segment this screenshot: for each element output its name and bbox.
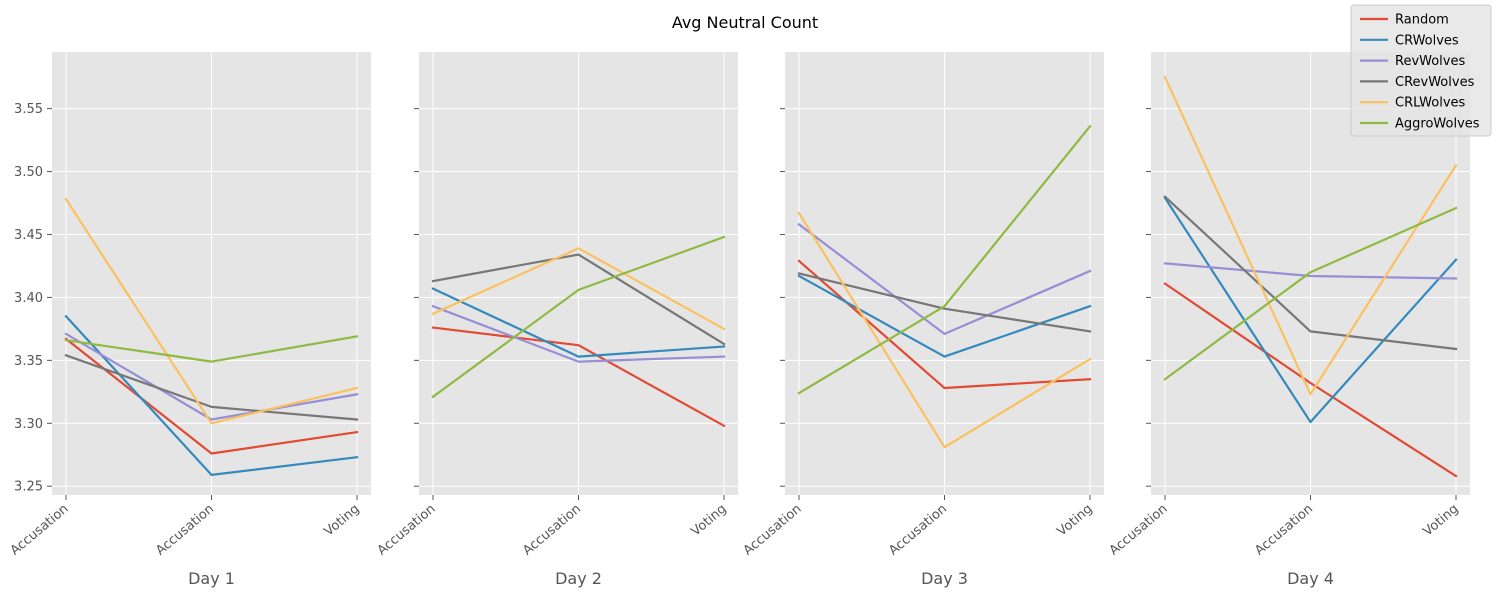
legend: Random CRWolves RevWolves CRevWolves CRLWolv… [1350,4,1492,137]
series-line-crwolves [431,287,726,358]
series-line-aggrowolves [797,124,1092,395]
legend-label: CRevWolves [1395,75,1475,90]
series-line-aggrowolves [64,335,359,363]
y-tick-label: 3.25 [14,480,43,495]
x-tick-label: Accusation [375,502,439,559]
series-line-crevwolves [797,272,1092,333]
legend-label: CRWolves [1395,33,1459,48]
series-line-crevwolves [431,253,726,346]
x-tick-label: Accusation [741,502,805,559]
legend-label: RevWolves [1395,54,1465,69]
y-tick-label: 3.45 [14,228,43,243]
subplot-day-3: Accusation Accusation Voting Day 3 [741,52,1104,588]
legend-label: CRLWolves [1395,96,1466,111]
x-tick-label: Voting [1420,502,1461,540]
y-tick-label: 3.55 [14,102,43,117]
subplot-day-2: Accusation Accusation Voting Day 2 [375,52,738,588]
y-tick-label: 3.40 [14,291,43,306]
series-line-crlwolves [431,247,726,331]
y-tick-label: 3.35 [14,354,43,369]
x-tick-label: Accusation [1107,502,1171,559]
x-axis-label: Day 2 [555,569,602,588]
y-tick-label: 3.50 [14,165,43,180]
series-line-revwolves [431,304,726,363]
series-line-aggrowolves [1163,206,1458,381]
x-axis-label: Day 4 [1287,569,1334,588]
series-line-crwolves [64,314,359,476]
x-tick-label: Accusation [520,502,584,559]
x-tick-label: Voting [321,502,362,540]
series-line-random [431,326,726,428]
series-line-aggrowolves [431,235,726,399]
series-line-random [1163,282,1458,478]
series-line-revwolves [797,222,1092,335]
x-tick-label: Accusation [1252,502,1316,559]
series-line-revwolves [1163,262,1458,280]
legend-label: Random [1395,13,1449,28]
x-tick-label: Accusation [886,502,950,559]
series-line-crwolves [1163,196,1458,424]
x-axis-label: Day 1 [188,569,235,588]
series-line-crevwolves [64,353,359,421]
series-line-revwolves [64,332,359,421]
series-line-crlwolves [64,197,359,425]
series-line-crlwolves [1163,75,1458,396]
y-tick-label: 3.30 [14,417,43,432]
x-tick-label: Accusation [153,502,217,559]
subplot-day-1: 3.25 3.30 3.35 3.40 3.45 3.50 3.55 Accusation Ac… [8,52,371,588]
x-tick-label: Voting [688,502,729,540]
x-axis-label: Day 3 [921,569,968,588]
x-tick-label: Accusation [8,502,72,559]
series-line-random [64,337,359,455]
x-tick-label: Voting [1054,502,1095,540]
series-line-crlwolves [797,211,1092,449]
chart-title: Avg Neutral Count [672,13,818,32]
legend-label: AggroWolves [1395,117,1480,132]
series-line-crevwolves [1163,195,1458,351]
